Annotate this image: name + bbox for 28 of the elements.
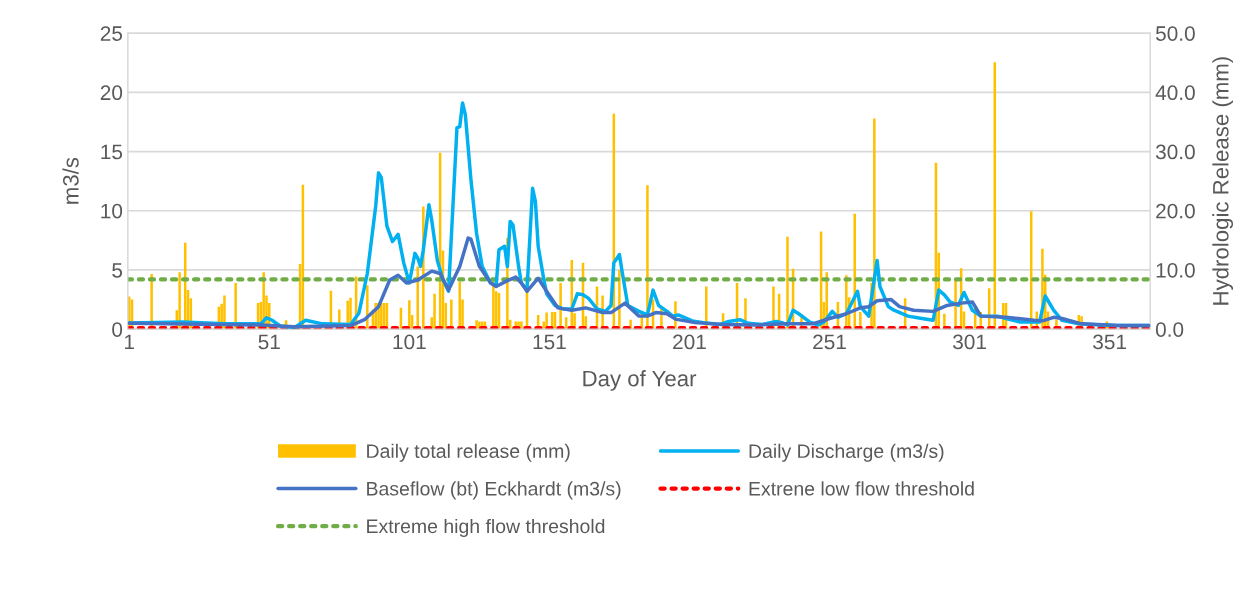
- y-tick-label: 15: [101, 144, 123, 160]
- legend-label: Extreme high flow threshold: [367, 518, 605, 538]
- y2-axis-title: Hydrologic Release (mm): [1212, 57, 1234, 305]
- y-tick-label: 5: [112, 263, 123, 278]
- x-tick-label: 351: [1093, 334, 1126, 350]
- y2-tick-label: 20.0: [1156, 203, 1195, 219]
- x-tick-label: 151: [533, 334, 566, 350]
- x-tick-label: 1: [125, 334, 134, 350]
- y-tick-label: 10: [101, 203, 123, 219]
- x-tick-label: 101: [393, 334, 426, 350]
- y2-tick-label: 50.0: [1155, 26, 1195, 41]
- legend-label: Extrene low flow threshold: [749, 481, 974, 496]
- x-tick-label: 201: [673, 334, 706, 350]
- y2-tick-label: 10.0: [1156, 262, 1195, 278]
- x-tick-label: 251: [813, 334, 846, 350]
- legend-label: Daily Discharge (m3/s): [749, 443, 944, 462]
- y-tick-label: 0: [112, 322, 123, 337]
- y-tick-label: 25: [100, 26, 123, 41]
- y2-tick-label: 30.0: [1155, 144, 1195, 160]
- y-tick-label: 20: [100, 85, 123, 101]
- x-axis-title: Day of Year: [583, 370, 697, 391]
- x-tick-label: 51: [258, 334, 280, 350]
- y-axis-title: m3/s: [62, 157, 79, 204]
- legend-label: Daily total release (mm): [367, 443, 570, 462]
- legend-label: Baseflow (bt) Eckhardt (m3/s): [367, 481, 621, 500]
- y2-tick-label: 0.0: [1155, 322, 1184, 337]
- x-tick-label: 301: [952, 334, 986, 350]
- y2-tick-label: 40.0: [1155, 85, 1195, 101]
